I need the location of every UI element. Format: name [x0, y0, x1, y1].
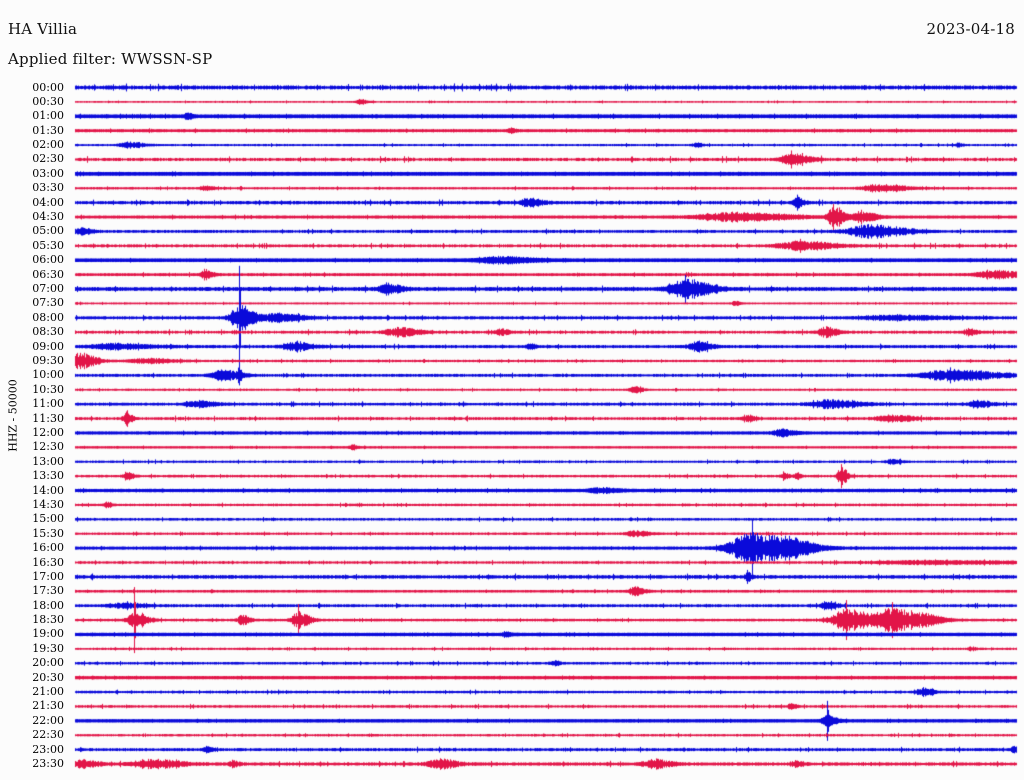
time-label: 22:30	[32, 728, 64, 742]
time-label: 08:30	[32, 325, 64, 339]
time-label: 00:30	[32, 94, 64, 108]
time-label: 04:00	[32, 195, 64, 209]
time-label: 11:30	[32, 411, 64, 425]
time-label: 01:30	[32, 123, 64, 137]
time-label: 05:00	[32, 224, 64, 238]
time-label: 04:30	[32, 210, 64, 224]
time-label: 12:30	[32, 440, 64, 454]
time-label: 02:30	[32, 152, 64, 166]
station-title: HA Villia	[8, 20, 78, 38]
time-label: 19:30	[32, 641, 64, 655]
time-label: 05:30	[32, 238, 64, 252]
time-label: 16:00	[32, 541, 64, 555]
time-label: 09:30	[32, 353, 64, 367]
time-label: 06:00	[32, 253, 64, 267]
time-label: 14:00	[32, 483, 64, 497]
time-label: 22:00	[32, 713, 64, 727]
time-label: 14:30	[32, 497, 64, 511]
time-label: 12:00	[32, 425, 64, 439]
time-label: 13:30	[32, 469, 64, 483]
time-label: 09:00	[32, 339, 64, 353]
time-label: 15:30	[32, 526, 64, 540]
time-label: 03:00	[32, 166, 64, 180]
time-label: 10:30	[32, 382, 64, 396]
time-label: 08:00	[32, 310, 64, 324]
time-label: 20:00	[32, 656, 64, 670]
time-label: 01:00	[32, 109, 64, 123]
filter-label: Applied filter: WWSSN-SP	[8, 50, 213, 68]
time-label: 15:00	[32, 512, 64, 526]
time-label: 23:30	[32, 757, 64, 771]
time-label: 18:00	[32, 598, 64, 612]
time-label: 03:30	[32, 181, 64, 195]
time-label: 13:00	[32, 454, 64, 468]
time-label: 00:00	[32, 80, 64, 94]
time-label: 07:30	[32, 296, 64, 310]
time-label: 02:00	[32, 138, 64, 152]
time-label: 17:30	[32, 584, 64, 598]
time-label: 18:30	[32, 613, 64, 627]
time-label: 23:00	[32, 742, 64, 756]
time-label: 07:00	[32, 282, 64, 296]
time-label: 10:00	[32, 368, 64, 382]
time-label: 20:30	[32, 670, 64, 684]
time-label: 11:00	[32, 397, 64, 411]
time-label: 19:00	[32, 627, 64, 641]
time-label: 21:30	[32, 699, 64, 713]
time-label: 17:00	[32, 569, 64, 583]
time-label: 16:30	[32, 555, 64, 569]
time-label: 06:30	[32, 267, 64, 281]
time-label: 21:00	[32, 685, 64, 699]
plot-date: 2023-04-18	[926, 20, 1015, 38]
